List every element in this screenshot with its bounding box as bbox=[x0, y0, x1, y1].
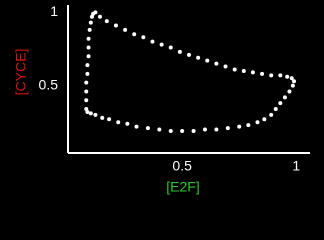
point bbox=[282, 95, 287, 100]
point bbox=[93, 112, 98, 117]
y-tick-label: 1 bbox=[50, 3, 58, 19]
point bbox=[278, 101, 283, 106]
point bbox=[85, 71, 90, 76]
point bbox=[87, 27, 92, 32]
point bbox=[84, 80, 89, 85]
point bbox=[285, 74, 290, 79]
x-tick-label: 1 bbox=[292, 158, 300, 174]
point bbox=[134, 124, 139, 129]
point bbox=[100, 115, 105, 120]
point bbox=[86, 45, 91, 50]
point bbox=[196, 55, 201, 60]
point bbox=[202, 127, 207, 132]
y-tick-label: 0.5 bbox=[39, 76, 59, 92]
y-axis-label: [CYCE] bbox=[13, 49, 29, 96]
point bbox=[107, 117, 112, 122]
point bbox=[177, 49, 182, 54]
point bbox=[225, 126, 230, 131]
point bbox=[241, 68, 246, 73]
point bbox=[88, 20, 93, 25]
point bbox=[84, 107, 89, 112]
point bbox=[262, 117, 267, 122]
point bbox=[85, 63, 90, 68]
point bbox=[123, 27, 128, 32]
point bbox=[269, 112, 274, 117]
point bbox=[97, 14, 102, 19]
point bbox=[260, 71, 265, 76]
chart: [E2F] [CYCE] 0.5 1 0.5 1 bbox=[13, 3, 310, 195]
point bbox=[289, 76, 294, 81]
point bbox=[287, 89, 292, 94]
point bbox=[84, 98, 89, 103]
point bbox=[86, 54, 91, 59]
point bbox=[180, 129, 185, 134]
point bbox=[191, 129, 196, 134]
point bbox=[278, 73, 283, 78]
point bbox=[223, 64, 228, 69]
point bbox=[157, 127, 162, 132]
x-axis-label: [E2F] bbox=[166, 179, 199, 195]
point bbox=[84, 89, 89, 94]
point bbox=[168, 45, 173, 50]
page: {"chart_data": {"type": "scatter", "x_la… bbox=[12, 3, 310, 195]
point bbox=[125, 121, 130, 126]
point bbox=[250, 70, 255, 75]
point bbox=[159, 42, 164, 47]
point bbox=[269, 73, 274, 78]
point bbox=[214, 61, 219, 66]
point bbox=[187, 52, 191, 57]
point bbox=[292, 79, 297, 84]
point bbox=[214, 127, 219, 132]
point bbox=[205, 58, 210, 63]
point bbox=[145, 126, 150, 131]
point bbox=[86, 36, 91, 41]
point bbox=[150, 39, 155, 44]
point bbox=[141, 35, 146, 40]
point bbox=[104, 19, 109, 24]
point bbox=[255, 120, 260, 125]
point bbox=[116, 120, 121, 125]
point bbox=[237, 124, 242, 129]
point bbox=[273, 107, 278, 112]
point bbox=[88, 111, 93, 116]
point bbox=[246, 123, 251, 128]
point bbox=[290, 83, 295, 88]
x-tick-label: 0.5 bbox=[172, 158, 192, 174]
point bbox=[91, 11, 96, 16]
point bbox=[132, 32, 137, 37]
point bbox=[113, 23, 118, 28]
point bbox=[232, 67, 237, 72]
point bbox=[168, 129, 173, 134]
